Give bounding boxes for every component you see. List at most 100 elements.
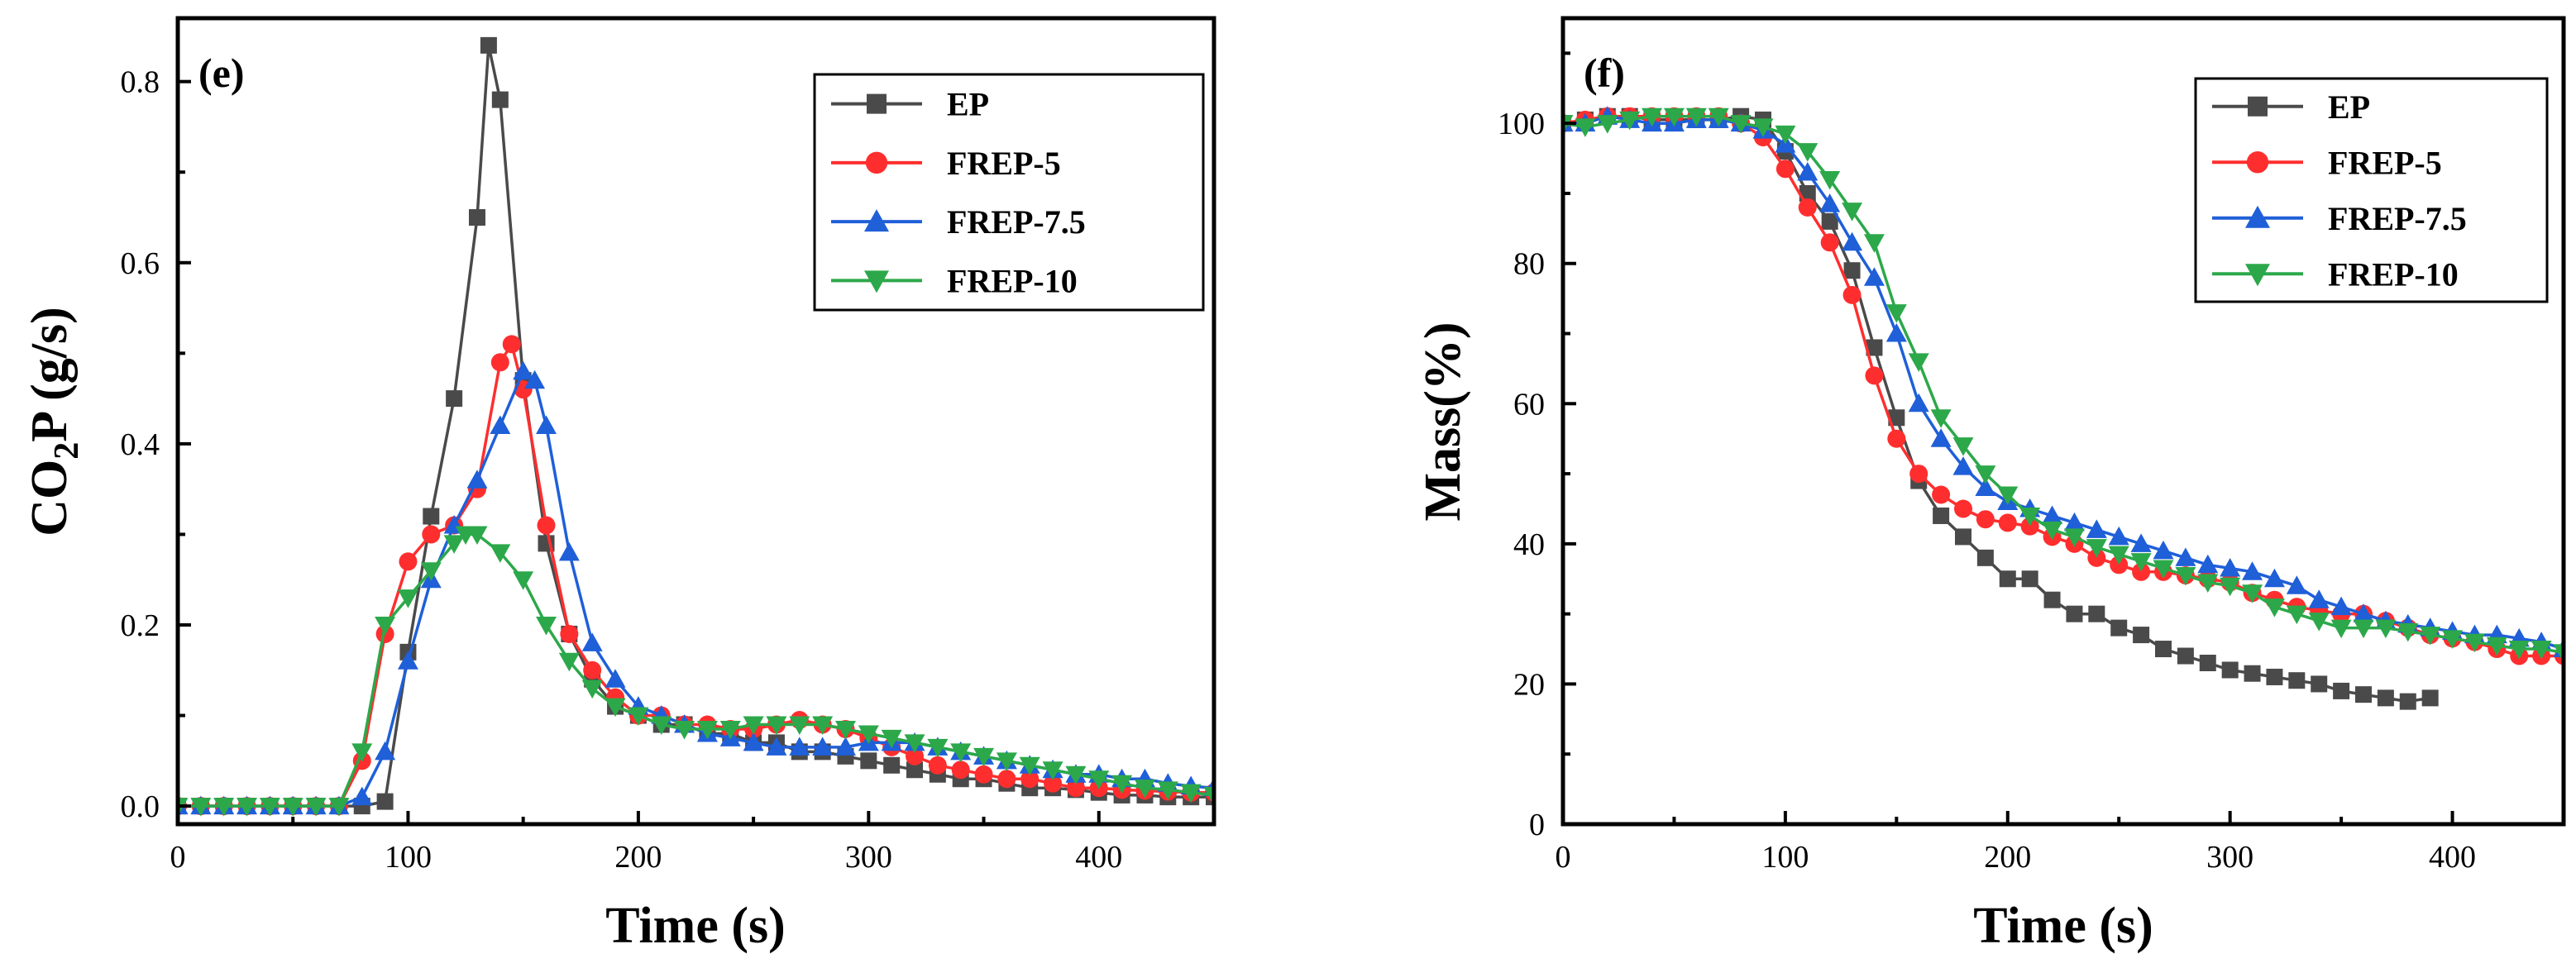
data-point-ep-f	[2311, 675, 2328, 693]
data-point-ep-e	[446, 390, 463, 408]
x-tick-label-e: 400	[1075, 840, 1122, 875]
panel-label-e: (e)	[198, 50, 245, 96]
data-point-frep-7-5-e	[513, 360, 534, 380]
data-point-frep-10-e	[305, 798, 327, 817]
data-point-frep-10-e	[812, 716, 834, 735]
data-point-ep-f	[2177, 647, 2194, 665]
data-point-frep-5-f	[1820, 233, 1839, 252]
data-point-frep-7-5-e	[490, 415, 511, 434]
data-point-frep-10-e	[1180, 784, 1202, 803]
data-point-frep-5-f	[1887, 429, 1906, 448]
series-line-frep-5-e	[178, 342, 1214, 808]
data-point-ep-e	[468, 209, 485, 227]
data-point-frep-10-f	[1597, 115, 1618, 134]
data-point-frep-10-e	[996, 752, 1017, 771]
data-point-frep-10-e	[581, 680, 603, 699]
data-point-frep-10-e	[789, 716, 810, 735]
data-point-frep-10-f	[1642, 107, 1663, 127]
x-axis-title-e: Time (s)	[605, 898, 786, 954]
legend-marker-ep-f	[2248, 96, 2268, 117]
legend-label-ep-e: EP	[947, 86, 989, 123]
data-point-frep-7-5-e	[789, 737, 810, 756]
data-point-frep-10-e	[719, 720, 741, 740]
legend-marker-frep-5-f	[2246, 151, 2269, 174]
data-point-frep-10-f	[2553, 644, 2564, 663]
data-point-frep-7-5-e	[743, 732, 764, 751]
data-point-ep-f	[1933, 507, 1950, 524]
data-point-frep-7-5-f	[1975, 477, 1996, 497]
data-point-frep-10-e	[443, 535, 465, 554]
data-point-frep-10-f	[2242, 584, 2263, 603]
y-tick-label-f: 100	[1498, 107, 1545, 141]
chart-panel-e: 0 100 200 300 400 0.0 0.2 0.4 0.6 0.8 (e) Time (s…	[22, 16, 1216, 954]
data-point-frep-7-5-e	[766, 737, 787, 756]
legend-marker-frep-5-e	[865, 151, 888, 174]
data-point-frep-7-5-e	[558, 541, 580, 561]
data-point-frep-5-e	[502, 335, 521, 354]
data-point-frep-5-f	[1932, 485, 1951, 504]
data-point-frep-10-e	[696, 720, 718, 740]
data-point-frep-10-e	[420, 562, 442, 581]
data-point-frep-10-f	[1708, 107, 1729, 127]
data-point-frep-10-f	[2442, 630, 2464, 649]
data-point-ep-f	[2199, 655, 2216, 671]
y-tick-label-e: 0.4	[121, 427, 160, 462]
data-point-frep-5-e	[490, 353, 509, 372]
x-axis-title-f: Time (s)	[1973, 898, 2153, 954]
data-point-frep-7-5-e	[524, 370, 546, 389]
data-point-frep-5-f	[1798, 198, 1817, 217]
data-point-frep-7-5-e	[536, 415, 557, 434]
data-point-ep-f	[2155, 641, 2172, 658]
data-point-frep-10-f	[2486, 637, 2507, 656]
series-line-frep-10-f	[1563, 114, 2564, 655]
data-point-frep-10-f	[2086, 539, 2107, 558]
data-point-ep-e	[480, 36, 497, 54]
data-point-ep-f	[2355, 686, 2372, 703]
data-point-frep-10-e	[766, 716, 787, 735]
legend-label-frep-5-f: FREP-5	[2328, 144, 2442, 181]
data-point-frep-10-f	[2153, 560, 2174, 579]
legend-marker-frep-10-e	[864, 270, 889, 293]
data-point-frep-10-e	[1157, 781, 1178, 800]
data-point-frep-5-e	[974, 765, 993, 784]
data-point-ep-e	[491, 91, 509, 108]
legend-f: EP FREP-5 FREP-7.5 FREP-10	[2194, 77, 2549, 303]
data-point-frep-10-f	[2042, 521, 2063, 541]
y-axis-title-e-sub: 2	[48, 442, 86, 460]
data-point-frep-10-f	[1863, 234, 1885, 253]
x-tick-label-e: 0	[170, 840, 186, 875]
data-point-ep-f	[2221, 661, 2239, 679]
data-point-frep-7-5-f	[2263, 568, 2285, 588]
x-tick-label-f: 300	[2206, 840, 2253, 875]
data-point-ep-f	[2399, 693, 2416, 710]
x-tick-label-f: 400	[2429, 840, 2476, 875]
data-point-frep-10-f	[2108, 546, 2129, 565]
legend-e: EP FREP-5 FREP-7.5 FREP-10	[813, 73, 1205, 312]
data-point-frep-10-f	[2330, 619, 2352, 639]
data-point-frep-10-f	[2508, 641, 2530, 660]
data-point-frep-5-f	[1775, 160, 1795, 179]
data-point-frep-10-e	[397, 589, 418, 608]
data-point-frep-5-f	[2020, 517, 2039, 536]
data-point-frep-5-e	[906, 746, 925, 765]
data-point-frep-7-5-f	[1930, 428, 1952, 447]
data-point-frep-5-e	[1066, 779, 1085, 798]
data-point-frep-7-5-f	[1819, 193, 1841, 212]
data-point-frep-10-f	[1775, 125, 1796, 145]
data-point-frep-5-f	[2087, 548, 2106, 567]
data-point-frep-10-f	[2286, 605, 2307, 625]
data-point-frep-10-f	[2063, 528, 2085, 547]
data-point-frep-5-f	[1909, 465, 1928, 484]
data-point-frep-7-5-f	[2308, 589, 2330, 608]
data-point-frep-10-f	[1575, 118, 1596, 137]
data-point-frep-7-5-e	[375, 741, 396, 761]
data-point-frep-5-f	[1954, 499, 1972, 518]
data-point-ep-f	[2421, 689, 2439, 707]
y-tick-label-f: 60	[1513, 387, 1545, 422]
data-point-frep-10-f	[1997, 486, 2019, 506]
data-point-frep-10-f	[1975, 465, 1996, 484]
data-point-frep-5-f	[2132, 562, 2151, 581]
y-tick-label-e: 0.6	[121, 246, 160, 281]
legend-marker-ep-e	[867, 93, 887, 114]
y-axis-title-e: CO2P (g/s)	[22, 307, 86, 536]
